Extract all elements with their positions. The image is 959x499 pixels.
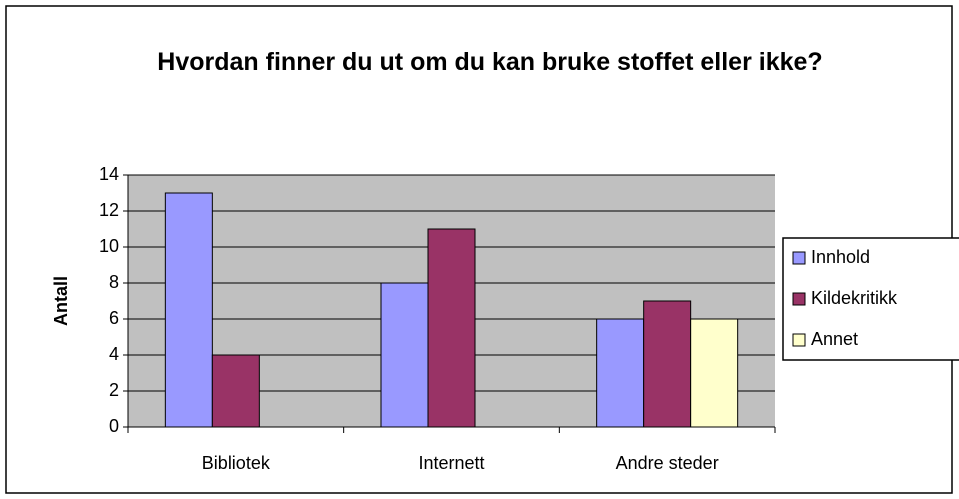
y-tick-label: 14 (99, 164, 119, 184)
legend-swatch (792, 292, 806, 306)
x-tick-label: Andre steder (616, 453, 719, 473)
y-tick-label: 6 (109, 308, 119, 328)
chart-title: Hvordan finner du ut om du kan bruke sto… (157, 48, 823, 76)
legend-label: Annet (811, 329, 858, 349)
y-tick-label: 12 (99, 200, 119, 220)
bar (164, 192, 213, 428)
y-tick-label: 0 (109, 416, 119, 436)
y-tick-label: 4 (109, 344, 119, 364)
legend-label: Innhold (811, 247, 870, 267)
legend-swatch (792, 333, 806, 347)
bar (380, 282, 429, 428)
y-tick-label: 10 (99, 236, 119, 256)
y-tick-label: 8 (109, 272, 119, 292)
y-tick-label: 2 (109, 380, 119, 400)
x-tick-label: Bibliotek (202, 453, 271, 473)
legend-swatch (792, 251, 806, 265)
bar (643, 300, 692, 428)
legend-label: Kildekritikk (811, 288, 898, 308)
bar (690, 318, 739, 428)
bar (596, 318, 645, 428)
y-axis-label: Antall (51, 276, 71, 326)
legend-box (782, 237, 959, 361)
x-tick-label: Internett (418, 453, 484, 473)
bar (427, 228, 476, 428)
bar (211, 354, 260, 428)
